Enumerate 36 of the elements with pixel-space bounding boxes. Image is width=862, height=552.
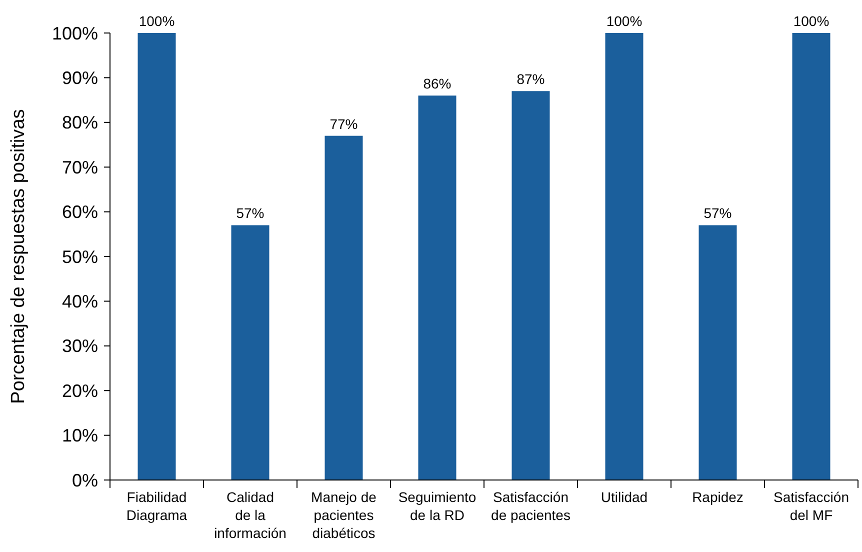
y-tick-label: 20% (62, 380, 98, 401)
x-tick-label: Calidad de la información (214, 489, 286, 541)
bar (698, 225, 737, 480)
y-tick-label: 50% (62, 246, 98, 267)
bar (792, 33, 830, 480)
bar (605, 33, 644, 480)
x-tick-label: Fiabilidad Diagrama (126, 489, 188, 523)
data-label: 87% (516, 71, 545, 88)
x-tick-label: Seguimiento de la RD (398, 489, 476, 523)
y-tick-label: 40% (62, 292, 98, 312)
data-label: 100% (606, 13, 642, 29)
y-tick-label: 10% (62, 426, 98, 446)
y-tick-label: 0% (72, 470, 98, 490)
y-tick-label: 80% (62, 112, 98, 133)
bar (231, 225, 270, 480)
y-tick-label: 70% (62, 157, 98, 178)
bar (324, 136, 363, 480)
data-label: 100% (793, 13, 830, 29)
y-tick-label: 60% (62, 202, 98, 222)
y-tick-label: 100% (52, 23, 98, 44)
data-label: 57% (704, 205, 732, 222)
data-label: 100% (138, 13, 175, 29)
bar (418, 96, 456, 480)
x-tick-label: Satisfacción de pacientes (491, 489, 570, 523)
data-label: 86% (423, 76, 452, 92)
y-tick-label: 30% (62, 336, 98, 356)
data-label: 57% (236, 205, 264, 222)
data-label: 77% (330, 116, 358, 132)
x-tick-label: Satisfacción del MF (774, 489, 849, 523)
x-tick-label: Utilidad (600, 489, 648, 505)
bar (512, 91, 550, 480)
x-tick-label: Rapidez (692, 489, 744, 505)
bar (138, 33, 176, 480)
y-axis-title: Porcentaje de respuestas positivas (8, 109, 29, 404)
y-tick-label: 90% (62, 68, 98, 88)
x-tick-label: Manejo de pacientes diabéticos (311, 489, 377, 541)
